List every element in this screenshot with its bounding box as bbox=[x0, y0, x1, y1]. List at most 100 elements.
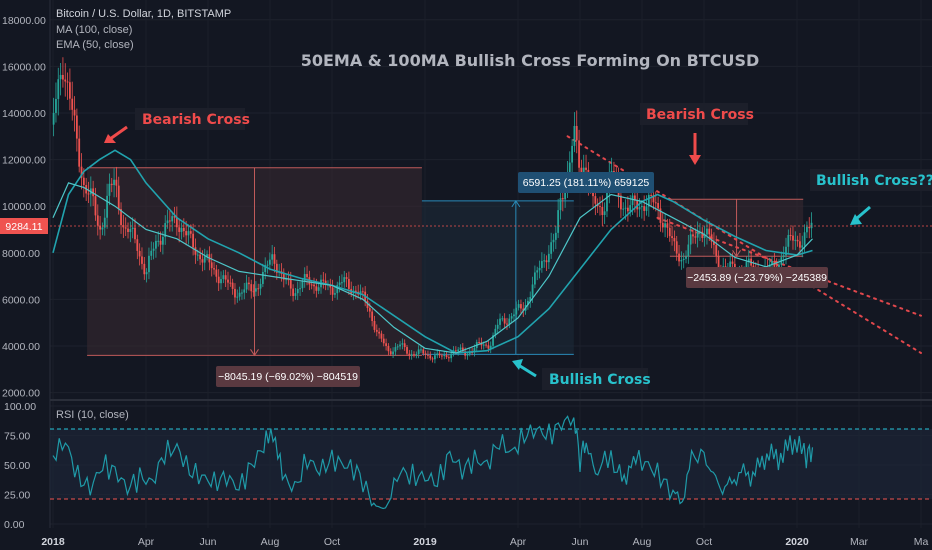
price-tick-label: 4000.00 bbox=[2, 341, 40, 353]
candle-body bbox=[220, 279, 222, 284]
candle-body bbox=[294, 293, 297, 296]
descending-trendline[interactable] bbox=[656, 216, 922, 317]
candle-body bbox=[354, 290, 357, 292]
candle-body bbox=[808, 226, 811, 229]
candle-body bbox=[178, 227, 181, 232]
candle-body bbox=[603, 211, 606, 216]
candle-body bbox=[687, 244, 690, 257]
candle-body bbox=[299, 288, 301, 290]
time-axis: 2018 Apr Jun Aug Oct 2019 Apr Jun Aug Oct 2020 Mar M… bbox=[41, 536, 928, 548]
candle-body bbox=[59, 74, 62, 80]
candle-body bbox=[529, 296, 532, 301]
time-tick-label: Oct bbox=[324, 536, 340, 548]
candle-body bbox=[245, 282, 248, 290]
candle-body bbox=[513, 314, 515, 317]
candle-body bbox=[445, 355, 448, 358]
measure-rise-box bbox=[518, 172, 654, 193]
candle-body bbox=[203, 256, 206, 263]
candle-body bbox=[241, 292, 243, 294]
candle-body bbox=[771, 261, 773, 265]
candle-body bbox=[792, 235, 794, 241]
candle-body bbox=[289, 279, 292, 289]
candle-body bbox=[696, 231, 699, 238]
candle-body bbox=[410, 354, 413, 356]
candle-body bbox=[417, 349, 420, 354]
candle-body bbox=[724, 266, 727, 268]
candle-body bbox=[331, 287, 334, 295]
candle-body bbox=[468, 352, 471, 354]
candle-body bbox=[694, 236, 697, 238]
ma-indicator-label: MA (100, close) bbox=[56, 24, 132, 36]
bearish-cross-1-arrow bbox=[104, 125, 128, 143]
candle-body bbox=[803, 232, 806, 246]
candle-body bbox=[254, 288, 257, 292]
time-tick-label: 2018 bbox=[41, 536, 65, 548]
bearish-cross-2-box bbox=[640, 103, 748, 125]
candle-body bbox=[478, 342, 480, 344]
candle-body bbox=[389, 351, 392, 355]
chart-title: 50EMA & 100MA Bullish Cross Forming On B… bbox=[301, 51, 760, 70]
candle-body bbox=[292, 288, 294, 296]
candle-body bbox=[731, 261, 734, 264]
candle-body bbox=[533, 272, 536, 285]
candle-body bbox=[80, 166, 83, 178]
candle-body bbox=[654, 202, 657, 204]
candle-body bbox=[152, 248, 155, 251]
candle-body bbox=[485, 344, 487, 346]
candle-body bbox=[345, 277, 348, 279]
candle-body bbox=[673, 237, 676, 242]
candle-body bbox=[515, 307, 518, 315]
candle-body bbox=[382, 338, 385, 344]
candle-body bbox=[259, 283, 262, 289]
candle-body bbox=[164, 223, 167, 237]
rsi-tick-label: 0.00 bbox=[4, 519, 25, 531]
candle-body bbox=[496, 324, 499, 329]
candle-body bbox=[71, 98, 74, 110]
candle-body bbox=[438, 353, 441, 356]
candle-body bbox=[701, 231, 704, 238]
candle-body bbox=[606, 191, 608, 212]
bearish-cross-1-box bbox=[135, 108, 245, 130]
candle-body bbox=[708, 228, 711, 235]
candle-body bbox=[457, 349, 460, 352]
candle-body bbox=[571, 145, 573, 163]
candle-body bbox=[454, 350, 457, 352]
candle-body bbox=[703, 234, 706, 238]
candle-body bbox=[538, 267, 541, 271]
candle-body bbox=[631, 195, 634, 206]
candle-body bbox=[257, 288, 260, 290]
candle-body bbox=[213, 268, 215, 270]
candle-body bbox=[385, 343, 387, 346]
candle-body bbox=[334, 293, 336, 295]
candle-body bbox=[55, 98, 57, 113]
candle-body bbox=[601, 206, 604, 216]
candle-body bbox=[629, 205, 632, 212]
measure-arrow-head bbox=[511, 199, 521, 208]
candle-body bbox=[366, 300, 369, 309]
candle-body bbox=[782, 255, 785, 258]
candle-body bbox=[492, 335, 494, 346]
candle-body bbox=[387, 345, 390, 352]
candle-body bbox=[575, 125, 578, 141]
candle-body bbox=[227, 279, 229, 283]
candle-body bbox=[266, 264, 269, 266]
candle-body bbox=[585, 167, 587, 170]
candle-body bbox=[252, 291, 255, 293]
candle-body bbox=[229, 282, 232, 284]
candle-body bbox=[745, 261, 748, 273]
candle-body bbox=[531, 284, 534, 297]
candle-body bbox=[248, 282, 250, 285]
candle-body bbox=[317, 287, 320, 291]
current-price-label: 9284.11 bbox=[5, 221, 42, 233]
measure-rise-label: 6591.25 (181.11%) 659125 bbox=[523, 177, 650, 189]
candle-body bbox=[459, 347, 462, 350]
candle-body bbox=[148, 255, 150, 273]
candle-body bbox=[173, 216, 176, 218]
candle-body bbox=[264, 265, 267, 272]
price-tick-label: 10000.00 bbox=[2, 201, 46, 213]
candle-body bbox=[361, 291, 364, 293]
rsi-tick-label: 25.00 bbox=[4, 490, 30, 502]
candle-body bbox=[234, 288, 236, 298]
candle-body bbox=[652, 195, 655, 203]
